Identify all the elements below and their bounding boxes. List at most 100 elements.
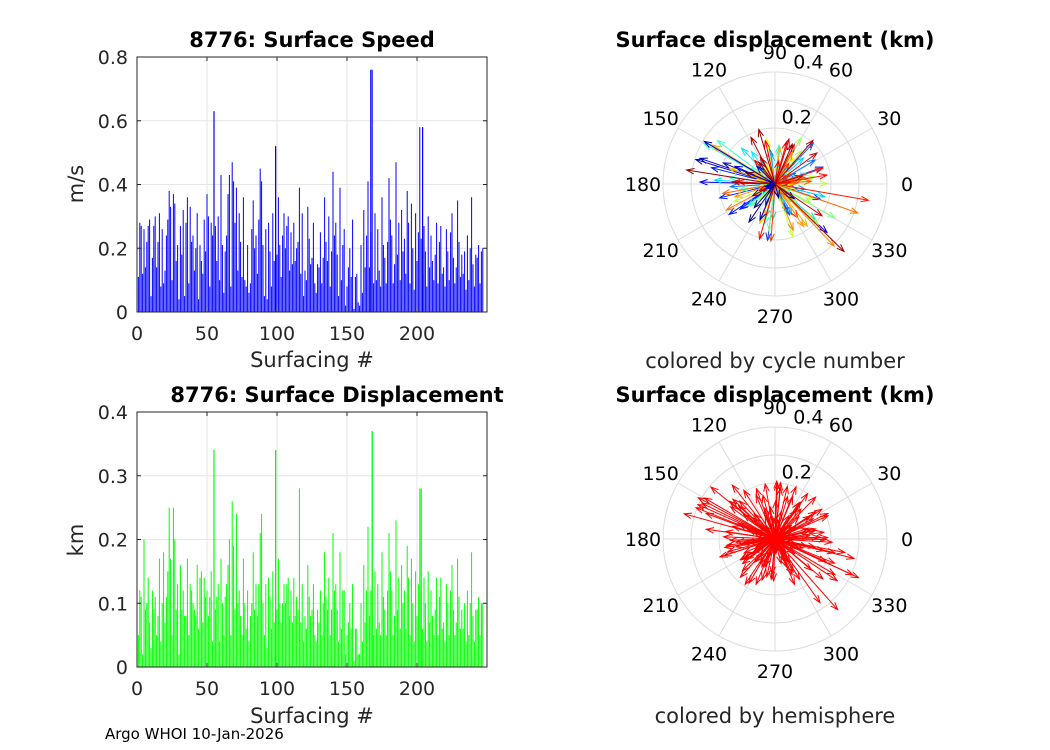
polar-cycle-arrow-head <box>786 191 796 200</box>
polar-cycle-arrow-head <box>735 178 746 186</box>
polar-hemisphere-arrow-shaft <box>774 528 816 540</box>
polar-hemisphere-arrow-shaft <box>755 538 776 548</box>
polar-hemisphere-arrow-head <box>791 516 800 525</box>
polar-cycle-angle-label: 30 <box>877 108 901 130</box>
polar-cycle-arrow-head <box>814 166 825 173</box>
polar-cycle-arrow-head <box>725 203 735 211</box>
polar-cycle-arrow-head <box>794 174 804 182</box>
polar-hemisphere-arrow-head <box>790 542 801 549</box>
polar-cycle-arrow-shaft <box>774 183 823 217</box>
polar-hemisphere-arrow-head <box>811 534 821 541</box>
polar-hemisphere-arrow-head <box>731 498 741 507</box>
polar-hemisphere-title: Surface displacement (km) <box>615 383 934 407</box>
polar-hemisphere-arrow-head <box>755 576 762 586</box>
polar-cycle-arrow-shaft <box>774 183 859 214</box>
polar-hemisphere-arrow-head <box>758 549 767 558</box>
polar-cycle-arrow-head <box>733 191 743 198</box>
polar-cycle-arrow-head <box>775 145 783 156</box>
polar-cycle-arrow-shaft <box>759 183 776 220</box>
polar-hemisphere-arrow-head <box>700 502 711 510</box>
polar-hemisphere-arrow-shaft <box>774 538 799 549</box>
polar-cycle-arrow-shaft <box>686 169 776 185</box>
polar-hemisphere-arrow-shaft <box>695 507 776 540</box>
polar-cycle-arrow-head <box>685 167 695 175</box>
displacement-y-tick-label: 0.1 <box>98 593 128 615</box>
polar-hemisphere-angle-label: 240 <box>691 643 727 665</box>
polar-hemisphere-arrow-head <box>696 497 707 505</box>
polar-cycle-arrow-head <box>765 182 775 190</box>
polar-hemisphere-arrow-head <box>815 530 826 537</box>
polar-hemisphere-arrow-head <box>777 552 785 562</box>
polar-cycle-arrow-head <box>758 231 765 241</box>
polar-cycle-arrow-shaft <box>704 140 776 185</box>
polar-cycle-arrow-head <box>818 173 829 180</box>
polar-cycle-arrow-head <box>738 185 748 192</box>
polar-cycle-angle-label: 330 <box>871 240 907 262</box>
polar-hemisphere-arrow-head <box>724 529 734 536</box>
polar-cycle-arrow-head <box>785 206 793 216</box>
polar-hemisphere-arrow-head <box>793 571 801 581</box>
polar-cycle-arrow-shaft <box>774 183 780 198</box>
polar-hemisphere-arrow-head <box>845 553 856 560</box>
polar-hemisphere-arrow-head <box>761 493 768 504</box>
speed-bar-chart: 0 50 100 150 200 0 0.2 0.4 0.6 0.8 8776: Surface … <box>64 28 488 372</box>
polar-hemisphere-arrow-shaft <box>774 538 821 603</box>
polar-hemisphere-arrow-shaft <box>766 538 776 577</box>
polar-hemisphere-angle-label: 30 <box>877 463 901 485</box>
polar-cycle-arrow-head <box>733 165 743 173</box>
polar-cycle-spoke <box>677 183 776 241</box>
polar-cycle-arrow-head <box>783 137 790 148</box>
speed-x-tick-label: 0 <box>131 323 143 345</box>
polar-cycle-title: Surface displacement (km) <box>615 28 934 52</box>
polar-hemisphere-arrow-head <box>703 497 713 505</box>
polar-hemisphere-arrow-head <box>744 576 752 586</box>
polar-cycle-angle-label: 0 <box>901 174 913 196</box>
polar-cycle-labels: 0 30 60 90 120 150 180 210 240 270 300 330 0.2 0.4 <box>625 42 913 328</box>
polar-cycle-arrow-head <box>698 157 708 164</box>
polar-hemisphere-arrow-head <box>763 482 770 492</box>
displacement-y-tick-label: 0.2 <box>98 530 128 552</box>
polar-hemisphere-arrow-head <box>755 493 762 504</box>
polar-cycle-arrow-shaft <box>750 137 776 185</box>
polar-cycle-arrow-head <box>803 178 813 186</box>
polar-cycle-arrow-head <box>816 191 827 198</box>
polar-hemisphere-radius-label: 0.4 <box>793 407 823 429</box>
displacement-y-tick-label: 0.4 <box>98 402 128 424</box>
polar-cycle-arrow-shaft <box>774 138 790 185</box>
polar-hemisphere-arrow-shaft <box>706 528 776 540</box>
polar-hemisphere-arrow-shaft <box>774 538 782 564</box>
displacement-bars <box>137 431 484 667</box>
polar-cycle-arrow-head <box>759 211 766 222</box>
displacement-y-axis-label: km <box>64 524 88 557</box>
polar-hemisphere-arrow-head <box>728 536 739 544</box>
polar-hemisphere-arrow-head <box>805 517 815 525</box>
speed-y-tick-label: 0 <box>116 302 128 324</box>
polar-hemisphere-angle-label: 60 <box>829 415 853 437</box>
polar-hemisphere-arrow-head <box>826 568 837 576</box>
polar-hemisphere-arrow-head <box>729 506 739 514</box>
speed-x-tick-label: 200 <box>399 323 435 345</box>
polar-hemisphere-angle-label: 330 <box>871 595 907 617</box>
polar-cycle-arrow-head <box>826 238 836 248</box>
polar-hemisphere-arrow-head <box>774 541 782 552</box>
polar-hemisphere-arrow-head <box>771 545 779 555</box>
polar-cycle-arrow-head <box>757 128 764 138</box>
polar-hemisphere-arrow-head <box>766 550 774 560</box>
polar-hemisphere-arrow-head <box>788 576 796 586</box>
polar-cycle-arrow-shaft <box>766 183 776 190</box>
polar-cycle-arrow-head <box>728 183 739 190</box>
polar-cycle-arrow-head <box>787 228 794 239</box>
speed-y-tick-label: 0.6 <box>98 111 128 133</box>
polar-cycle-arrow-head <box>786 156 794 166</box>
polar-cycle-arrow-shaft <box>723 162 776 185</box>
speed-y-axis-label: m/s <box>64 165 88 203</box>
polar-hemisphere-angle-label: 120 <box>691 415 727 437</box>
polar-cycle-arrow-head <box>759 156 767 166</box>
speed-bars <box>137 69 484 312</box>
displacement-x-axis-label: Surfacing # <box>250 704 374 728</box>
polar-cycle-radius-label: 0.2 <box>782 106 812 128</box>
polar-cycle-arrow-head <box>782 162 790 172</box>
polar-cycle-arrow-head <box>763 139 771 149</box>
polar-cycle-arrow-head <box>836 244 846 253</box>
polar-hemisphere-arrow-head <box>741 563 750 572</box>
